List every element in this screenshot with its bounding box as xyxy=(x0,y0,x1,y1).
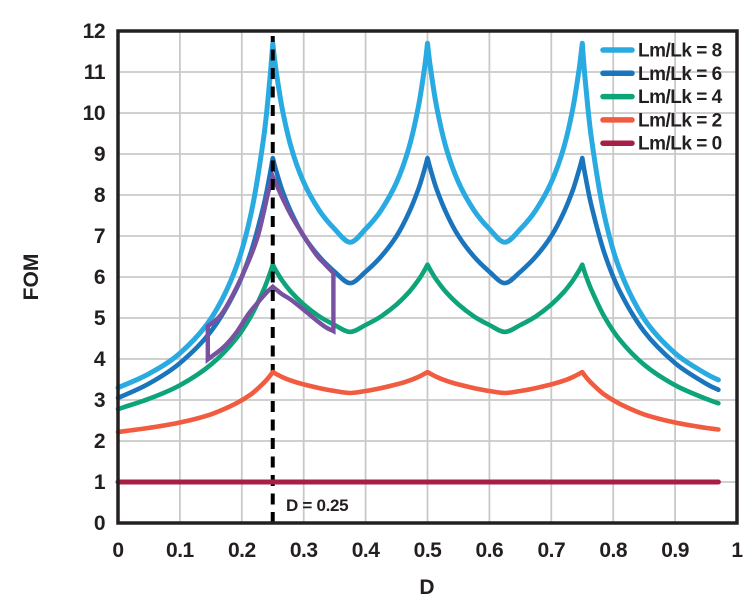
y-tick-label: 10 xyxy=(83,102,105,125)
legend-item-lm-lk-0: Lm/Lk = 0 xyxy=(600,134,722,155)
x-tick-label: 0.4 xyxy=(352,539,381,562)
legend-label-lm-lk-8: Lm/Lk = 8 xyxy=(638,41,722,62)
y-tick-label: 9 xyxy=(94,143,105,166)
x-tick-label: 0.5 xyxy=(414,539,443,562)
y-axis-title: FOM xyxy=(20,254,43,301)
plot-frame xyxy=(116,29,739,525)
legend-label-lm-lk-2: Lm/Lk = 2 xyxy=(638,110,722,131)
y-tick-label: 11 xyxy=(84,61,106,84)
x-tick-label: 0.3 xyxy=(290,539,318,562)
x-tick-label: 0 xyxy=(112,539,123,562)
y-tick-label: 4 xyxy=(94,348,106,371)
y-tick-label: 0 xyxy=(94,512,105,535)
legend-item-lm-lk-4: Lm/Lk = 4 xyxy=(600,87,723,108)
x-tick-label: 0.9 xyxy=(661,539,689,562)
axis-tick-labels: 0 0.1 0.2 0.3 0.4 0.5 0.6 0.7 0.8 0.9 101234567891… xyxy=(83,20,744,562)
y-tick-label: 6 xyxy=(94,266,105,289)
x-tick-label: 1 xyxy=(731,539,743,562)
legend-item-lm-lk-6: Lm/Lk = 6 xyxy=(600,64,722,85)
y-tick-label: 7 xyxy=(94,225,105,248)
y-tick-label: 2 xyxy=(94,430,105,453)
series-curve-lm-lk-2 xyxy=(115,369,721,435)
x-tick-label: 0.7 xyxy=(537,539,565,562)
x-tick-label: 0.6 xyxy=(476,539,504,562)
legend-label-lm-lk-0: Lm/Lk = 0 xyxy=(638,134,722,155)
y-tick-label: 5 xyxy=(94,307,106,330)
legend-item-lm-lk-8: Lm/Lk = 8 xyxy=(600,41,722,62)
x-tick-label: 0.1 xyxy=(166,539,195,562)
y-tick-label: 8 xyxy=(94,184,106,207)
curves-over-annotation xyxy=(115,369,721,485)
highlight-region-outline-path xyxy=(205,170,336,364)
legend: Lm/Lk = 8Lm/Lk = 6Lm/Lk = 4Lm/Lk = 2 Lm/L… xyxy=(600,41,723,155)
y-tick-label: 3 xyxy=(94,389,105,412)
series-curve-lm-lk-8 xyxy=(115,40,721,391)
legend-label-lm-lk-6: Lm/Lk = 6 xyxy=(638,64,722,85)
y-tick-label: 12 xyxy=(83,20,105,43)
legend-label-lm-lk-4: Lm/Lk = 4 xyxy=(638,87,723,108)
series-curve-lm-lk-4 xyxy=(115,262,721,412)
legend-item-lm-lk-2: Lm/Lk = 2 xyxy=(600,110,722,131)
x-tick-label: 0.2 xyxy=(228,539,256,562)
x-tick-label: 0.8 xyxy=(599,539,628,562)
highlight-region-outline xyxy=(205,170,336,364)
y-tick-label: 1 xyxy=(94,471,106,494)
annotation-label: D = 0.25 xyxy=(286,496,348,515)
x-axis-title: D xyxy=(419,576,434,599)
